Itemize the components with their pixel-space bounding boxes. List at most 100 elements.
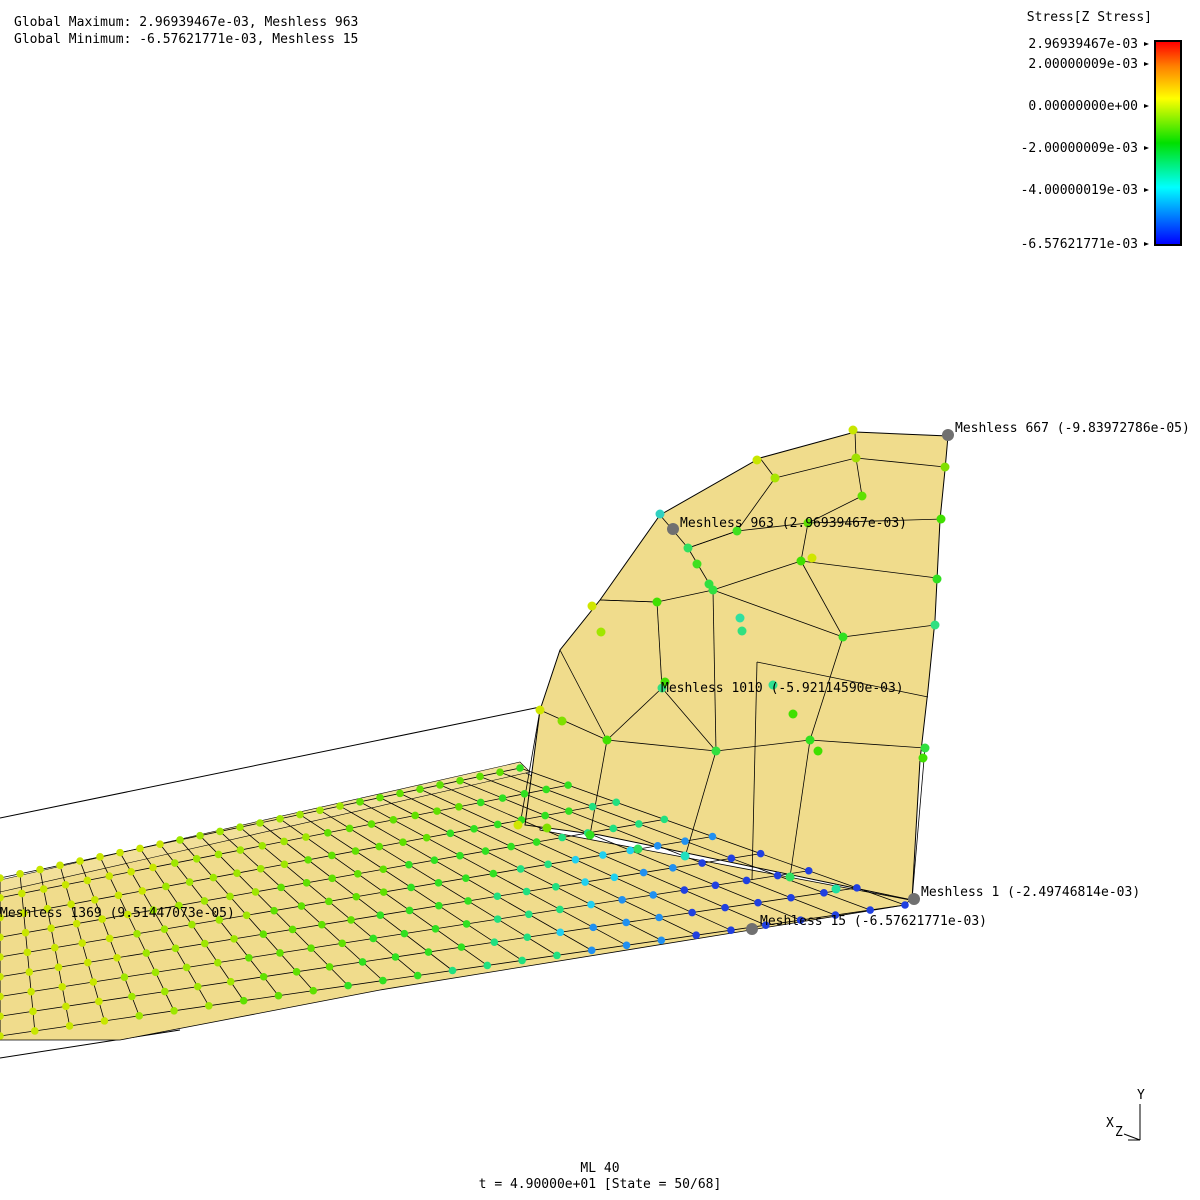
mesh-node [27,987,35,996]
mesh-node [481,847,490,855]
mesh-node [236,846,245,854]
mesh-node [622,941,631,950]
mesh-node [43,904,52,913]
mesh-node [0,972,4,981]
mesh-node [416,785,424,793]
mesh-node [149,863,157,872]
mesh-node [411,811,419,820]
mesh-node [318,920,326,929]
mesh-node [523,933,532,942]
mesh-node [655,509,665,519]
marker-15[interactable] [746,923,758,935]
mesh-node [652,597,662,607]
mesh-node [78,939,87,947]
mesh-node [711,881,720,890]
mesh-node [535,705,545,715]
mesh-node [470,825,478,833]
mesh-node [581,878,589,886]
mesh-node [162,882,170,891]
marker-963[interactable] [667,523,679,535]
mesh-node [804,866,813,875]
mesh-node [270,906,278,915]
axis-z-label: Z [1115,1125,1123,1140]
mesh-node [413,971,422,980]
mesh-node [149,906,158,914]
mesh-edge [800,560,844,638]
mesh-node [727,854,736,863]
label-meshless-1: Meshless 1 (-2.49746814e-03) [921,885,1140,900]
mesh-node [113,954,121,962]
mesh-node [635,820,643,828]
mesh-node [277,883,285,892]
mesh-node [389,815,398,824]
mesh-node [274,991,283,1000]
mesh-node [76,857,84,865]
mesh-node [256,819,264,827]
mesh-edge [539,709,608,741]
mesh-node [490,938,499,946]
mesh-edge [855,457,863,497]
mesh-node [405,906,414,915]
mesh-edge [606,687,663,741]
mesh-edge [800,560,938,579]
mesh-edge [519,709,541,826]
mesh-node [483,961,492,970]
mesh-node [0,874,4,882]
color-scale-bar [1154,40,1182,246]
mesh-node [0,1032,4,1040]
legend-tick-label: -6.57621771e-03 [1020,237,1138,252]
mesh-edge [599,599,658,603]
mesh-node [553,951,561,960]
mesh-edge [712,589,717,752]
mesh-edge [809,739,926,749]
mesh-node [72,919,81,928]
mesh-node [205,1001,213,1010]
mesh-node [215,916,224,924]
mesh-node [564,781,572,789]
mesh-node [292,968,301,976]
mesh-node [520,789,529,798]
mesh-node [476,772,484,781]
mesh-node [105,872,114,880]
mesh-node [660,815,669,824]
mesh-node [698,859,706,867]
mesh-node [185,878,194,886]
mesh-node [19,909,28,917]
mesh-node [242,911,251,920]
mesh-node [160,987,169,996]
marker-1[interactable] [908,893,920,905]
mesh-node [276,814,284,823]
mesh-node [171,944,180,953]
mesh-node [434,879,443,887]
legend-tick-label: -4.00000019e-03 [1020,183,1138,198]
mesh-node [67,900,75,909]
mesh-node [761,921,770,929]
mesh-node [151,968,160,977]
mesh-node [200,939,209,948]
mesh-node [280,837,288,846]
mesh-node [727,926,735,934]
mesh-node [29,1007,37,1016]
mesh-node [21,928,30,937]
mesh-node [251,888,260,896]
mesh-node [585,830,595,840]
mesh-node [0,913,4,922]
mesh-node [507,842,515,851]
mesh-node [552,882,560,891]
mesh-edge [712,589,844,638]
mesh-node [369,934,378,943]
mesh-node [352,892,361,901]
mesh-node [216,827,224,836]
mesh-node [226,892,234,901]
mesh-node [338,939,346,948]
mesh-node [226,977,235,986]
mesh-node [65,1022,74,1030]
mesh-edge [715,739,811,752]
mesh-edge [559,649,608,741]
mesh-edge [809,636,844,741]
mesh-node [848,425,858,435]
global-min-text: Global Minimum: -6.57621771e-03, Meshles… [14,32,359,47]
marker-667[interactable] [942,429,954,441]
mesh-node [123,910,132,919]
